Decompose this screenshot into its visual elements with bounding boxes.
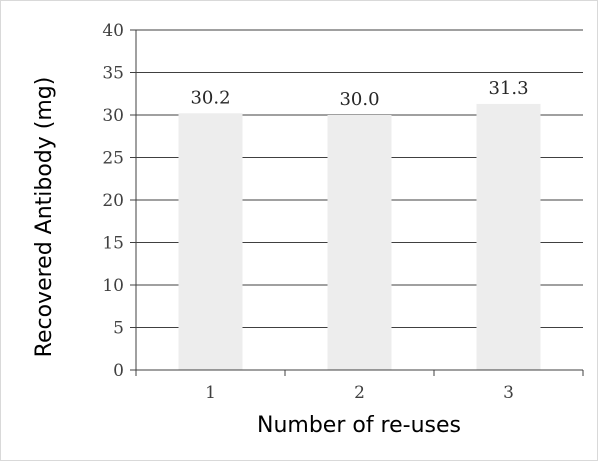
labels: 0 5 10 15 20 25 30 35 40 30.2 1 30.0 2 31.3 3 bbox=[102, 21, 528, 403]
y-tick-label: 20 bbox=[102, 191, 124, 211]
bar-2 bbox=[327, 115, 392, 370]
y-tick-label: 0 bbox=[113, 361, 124, 381]
data-label-3: 31.3 bbox=[488, 78, 528, 99]
bars bbox=[178, 103, 541, 371]
y-tick-label: 30 bbox=[102, 106, 124, 126]
data-label-2: 30.0 bbox=[339, 89, 379, 110]
x-tick-label-1: 1 bbox=[205, 383, 216, 403]
x-tick-label-2: 2 bbox=[354, 383, 365, 403]
y-tick-label: 35 bbox=[102, 64, 124, 84]
y-tick-label: 25 bbox=[102, 149, 124, 169]
bar-3 bbox=[476, 103, 541, 370]
y-tick-label: 15 bbox=[102, 234, 124, 254]
data-label-1: 30.2 bbox=[190, 87, 230, 108]
y-tick-label: 40 bbox=[102, 21, 124, 41]
y-axis-title: Recovered Antibody (mg) bbox=[32, 77, 57, 358]
x-tick-label-3: 3 bbox=[503, 383, 514, 403]
axes bbox=[130, 29, 584, 376]
x-axis-title: Number of re-uses bbox=[257, 413, 461, 438]
y-tick-label: 5 bbox=[113, 319, 124, 339]
bar-1 bbox=[178, 113, 243, 371]
y-tick-label: 10 bbox=[102, 276, 124, 296]
